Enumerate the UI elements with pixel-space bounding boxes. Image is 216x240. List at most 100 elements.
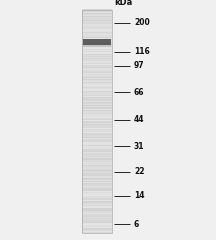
Bar [82, 155, 112, 156]
Bar [82, 97, 112, 98]
Bar [82, 148, 112, 149]
Bar [82, 79, 112, 80]
Bar [82, 49, 112, 50]
Bar [82, 23, 112, 24]
Bar [82, 222, 112, 223]
Bar [82, 189, 112, 190]
Bar [82, 123, 112, 124]
Text: 22: 22 [134, 167, 145, 176]
Bar [82, 43, 112, 44]
Bar [82, 219, 112, 220]
Bar [82, 146, 112, 147]
Bar [82, 212, 112, 213]
Bar [82, 167, 112, 168]
Bar [82, 210, 112, 211]
Bar [82, 20, 112, 22]
Bar [82, 195, 112, 196]
Bar [83, 39, 111, 45]
Bar [82, 96, 112, 97]
Bar [82, 26, 112, 27]
Bar [82, 145, 112, 146]
Bar [82, 174, 112, 175]
Bar [82, 95, 112, 96]
Text: 200: 200 [134, 18, 150, 27]
Bar [82, 197, 112, 198]
Bar [82, 38, 112, 39]
Bar [82, 185, 112, 186]
Bar [82, 127, 112, 128]
Bar [82, 64, 112, 65]
Bar [82, 65, 112, 66]
Bar [82, 194, 112, 195]
Bar [82, 204, 112, 205]
Bar [82, 158, 112, 159]
Text: 66: 66 [134, 88, 145, 97]
Bar [82, 159, 112, 160]
Bar [82, 121, 112, 122]
Bar [82, 59, 112, 60]
Bar [82, 177, 112, 178]
Bar [82, 35, 112, 36]
Bar [82, 118, 112, 119]
Bar [82, 214, 112, 215]
Bar [82, 77, 112, 78]
Bar [82, 192, 112, 193]
Bar [82, 114, 112, 115]
Bar [82, 151, 112, 152]
Bar [82, 57, 112, 58]
Bar [82, 70, 112, 71]
Bar [82, 207, 112, 208]
Bar [82, 202, 112, 203]
Bar [82, 188, 112, 189]
Bar [82, 53, 112, 54]
Bar [82, 25, 112, 26]
Bar [82, 15, 112, 16]
Bar [82, 47, 112, 48]
Bar [82, 186, 112, 187]
Bar [82, 45, 112, 46]
Bar [82, 126, 112, 127]
Bar [82, 85, 112, 86]
Bar [82, 56, 112, 57]
Bar [82, 180, 112, 181]
Bar [82, 113, 112, 114]
Bar [82, 48, 112, 49]
Bar [82, 150, 112, 151]
Bar [82, 100, 112, 101]
Bar [82, 163, 112, 164]
Bar [82, 54, 112, 55]
Bar [82, 198, 112, 199]
Bar [82, 193, 112, 194]
Bar [82, 17, 112, 18]
Bar [82, 26, 112, 27]
Bar [82, 11, 112, 12]
Bar [82, 161, 112, 162]
Bar [82, 38, 112, 39]
Bar [82, 153, 112, 154]
Bar [82, 164, 112, 165]
Bar [82, 87, 112, 88]
Bar [82, 41, 112, 42]
Bar [82, 21, 112, 22]
Bar [82, 110, 112, 111]
Bar [82, 29, 112, 30]
Bar [82, 59, 112, 60]
Bar [82, 226, 112, 227]
Bar [82, 218, 112, 219]
Bar [82, 84, 112, 85]
Bar [82, 44, 112, 45]
Bar [82, 206, 112, 208]
Bar [82, 133, 112, 134]
Bar [82, 171, 112, 172]
Bar [82, 60, 112, 61]
Bar [82, 176, 112, 177]
Bar [82, 10, 112, 233]
Bar [82, 220, 112, 221]
Bar [82, 46, 112, 47]
Bar [82, 213, 112, 214]
Bar [82, 206, 112, 207]
Bar [82, 218, 112, 219]
Bar [82, 39, 112, 40]
Bar [82, 140, 112, 141]
Bar [82, 139, 112, 140]
